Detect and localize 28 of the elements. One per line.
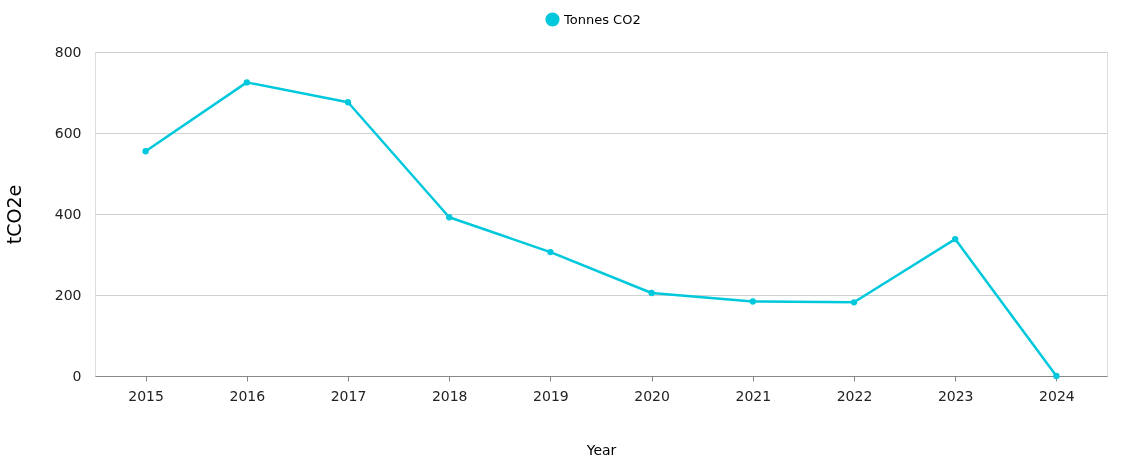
x-tick-label: 2019	[533, 387, 569, 404]
point	[1053, 372, 1060, 380]
x-tick-label: 2016	[229, 387, 266, 404]
x-tick-label: 2018	[431, 387, 468, 404]
y-tick-label: 400	[54, 205, 82, 222]
point	[749, 298, 756, 305]
x-tick-label: 2015	[128, 387, 164, 404]
y-tick-label: 600	[54, 124, 82, 141]
y-axis-title: tCO2e	[2, 184, 25, 245]
point	[344, 99, 352, 106]
y-tick-label: 0	[72, 367, 82, 384]
point	[850, 299, 858, 306]
y-tick-label: 200	[54, 286, 82, 303]
point	[648, 289, 655, 297]
point	[142, 148, 149, 155]
y-tick-label: 800	[54, 43, 82, 60]
point	[243, 79, 250, 86]
x-axis-title: Year	[585, 441, 617, 458]
point	[446, 214, 453, 221]
x-tick-label: 2024	[1039, 387, 1075, 404]
point	[547, 248, 554, 256]
x-tick-label: 2020	[634, 387, 670, 404]
x-tick-label: 2023	[937, 387, 974, 404]
point	[952, 235, 959, 243]
x-tick-label: 2022	[836, 387, 873, 404]
x-tick-label: 2021	[735, 387, 772, 404]
legend-label: Tonnes CO2	[563, 11, 641, 27]
x-tick-label: 2017	[330, 387, 367, 404]
